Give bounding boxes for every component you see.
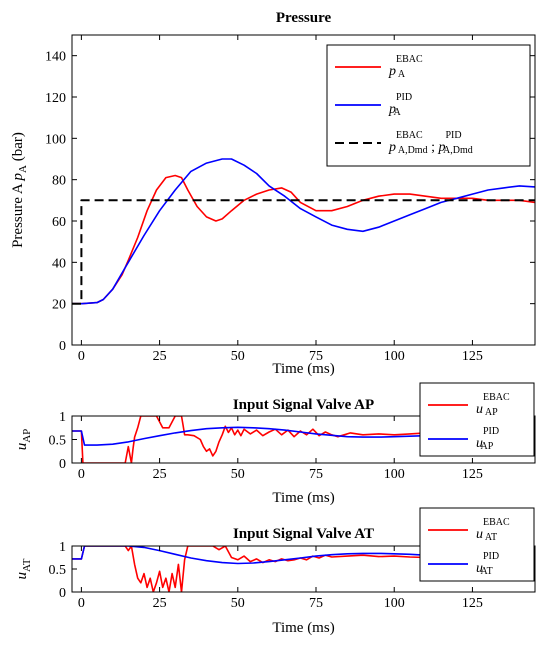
legend-entry-pid: uPID AT bbox=[476, 551, 499, 577]
y-tick-label: 40 bbox=[52, 256, 66, 271]
legend-box bbox=[419, 507, 535, 582]
chart-1: Input Signal Valve AP 0 25 50 75 100 125 0 0.5 1 T… bbox=[14, 382, 536, 506]
x-tick-label: 100 bbox=[384, 349, 405, 364]
x-tick-label: 25 bbox=[153, 596, 167, 611]
y-tick-label: 1 bbox=[59, 540, 66, 555]
x-axis-label: Time (ms) bbox=[272, 620, 334, 636]
y-tick-label: 80 bbox=[52, 174, 66, 189]
series-line-ebac bbox=[72, 416, 535, 463]
legend: pEBAC A pPID A pEBAC A,Dmd ; pPID A,Dmd bbox=[326, 44, 531, 167]
x-axis-label: Time (ms) bbox=[272, 490, 334, 506]
y-tick-label: 0.5 bbox=[49, 434, 67, 449]
x-axis-label: Time (ms) bbox=[272, 361, 334, 377]
x-tick-label: 125 bbox=[462, 596, 483, 611]
y-tick-label: 0 bbox=[59, 586, 66, 601]
y-tick-label: 20 bbox=[52, 298, 66, 313]
series-line-pid bbox=[72, 158, 535, 305]
legend: uEBAC AP uPID AP bbox=[419, 382, 535, 457]
y-axis-label: Pressure A pA (bar) bbox=[10, 132, 29, 248]
y-tick-label: 1 bbox=[59, 410, 66, 425]
chart-title: Input Signal Valve AP bbox=[233, 397, 374, 413]
chart-title: Pressure bbox=[276, 10, 332, 26]
y-tick-label: 0 bbox=[59, 457, 66, 472]
x-tick-label: 0 bbox=[78, 349, 85, 364]
chart-0: Pressure 0 25 50 75 100 125 0 20 40 60 80 100 120 140 T… bbox=[10, 10, 536, 377]
legend-box bbox=[419, 382, 535, 457]
legend-entry-ebac: uEBAC AP bbox=[476, 392, 510, 418]
series-line-ebac bbox=[72, 174, 535, 305]
y-tick-label: 0 bbox=[59, 339, 66, 354]
x-tick-label: 0 bbox=[78, 596, 85, 611]
legend-entry-pid: pPID A bbox=[388, 92, 412, 118]
x-tick-label: 50 bbox=[231, 349, 245, 364]
x-tick-label: 50 bbox=[231, 467, 245, 482]
chart-title: Input Signal Valve AT bbox=[233, 526, 374, 542]
legend: uEBAC AT uPID AT bbox=[419, 507, 535, 582]
x-tick-label: 25 bbox=[153, 467, 167, 482]
chart-2: Input Signal Valve AT 0 25 50 75 100 125 0 0.5 1 T… bbox=[14, 507, 536, 636]
y-axis-label: uAP bbox=[14, 429, 33, 451]
x-tick-label: 0 bbox=[78, 467, 85, 482]
plot-frame bbox=[71, 34, 536, 346]
series-line-ebac bbox=[72, 546, 535, 592]
legend-entry-demand: pEBAC A,Dmd ; pPID A,Dmd bbox=[388, 130, 473, 156]
legend-entry-ebac: pEBAC A bbox=[388, 54, 423, 80]
y-tick-label: 140 bbox=[45, 50, 66, 65]
x-tick-label: 25 bbox=[153, 349, 167, 364]
series-line-demand bbox=[72, 199, 535, 305]
x-tick-label: 100 bbox=[384, 596, 405, 611]
x-tick-label: 75 bbox=[309, 349, 323, 364]
legend-entry-pid: uPID AP bbox=[476, 426, 499, 452]
y-tick-label: 0.5 bbox=[49, 563, 67, 578]
x-tick-label: 50 bbox=[231, 596, 245, 611]
x-tick-label: 100 bbox=[384, 467, 405, 482]
x-tick-label: 75 bbox=[309, 596, 323, 611]
legend-entry-ebac: uEBAC AT bbox=[476, 517, 510, 543]
x-tick-label: 125 bbox=[462, 467, 483, 482]
y-tick-label: 60 bbox=[52, 215, 66, 230]
x-tick-label: 75 bbox=[309, 467, 323, 482]
x-tick-label: 125 bbox=[462, 349, 483, 364]
y-axis-label: uAT bbox=[14, 558, 33, 579]
y-tick-label: 120 bbox=[45, 91, 66, 106]
y-tick-label: 100 bbox=[45, 132, 66, 147]
